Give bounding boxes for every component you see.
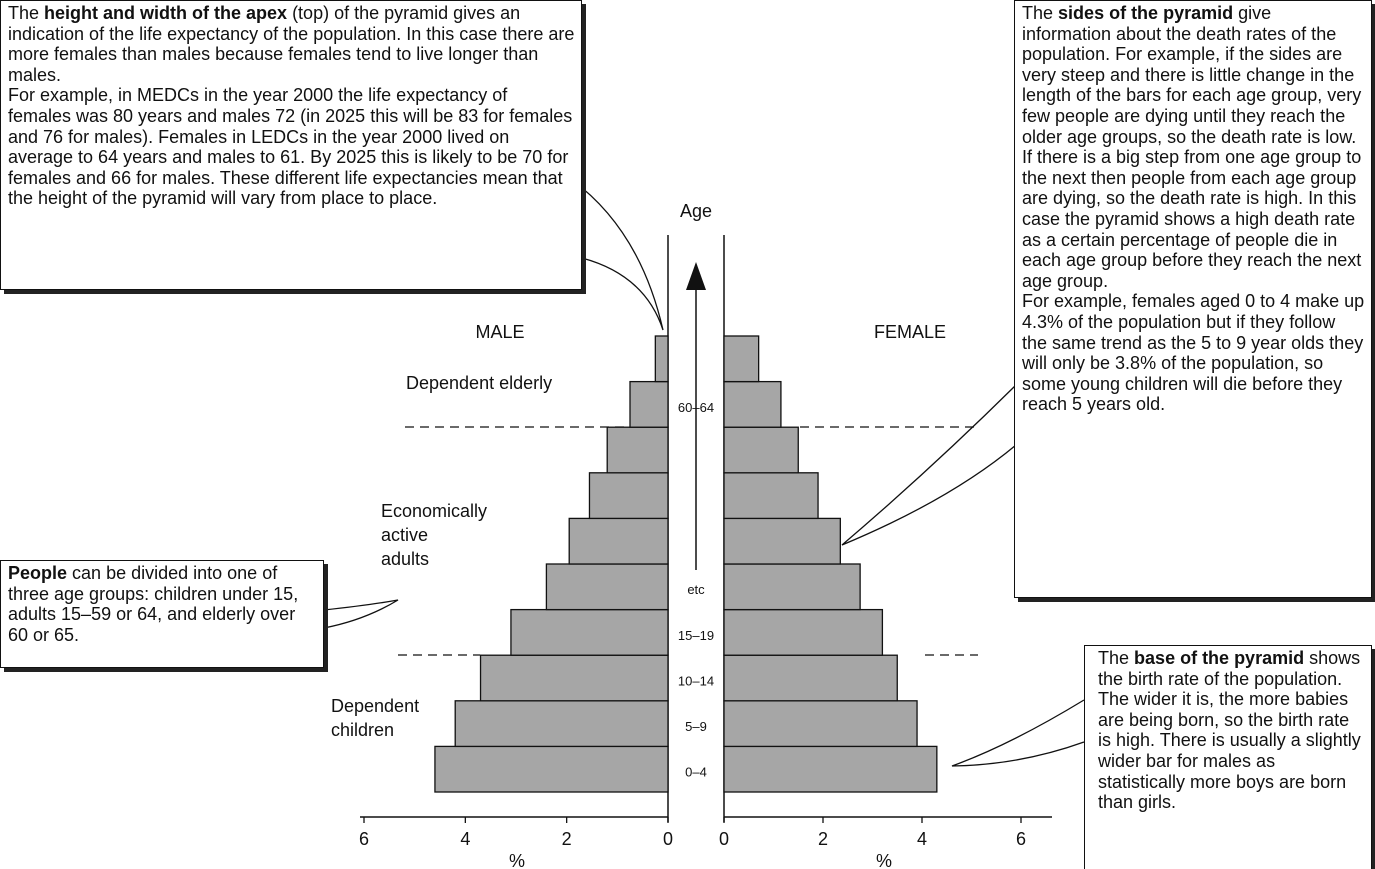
- group-label: Dependent elderly: [406, 373, 552, 393]
- bold-text: sides of the pyramid: [1058, 3, 1234, 23]
- female-bar: [723, 745, 938, 793]
- sides-pointer: [841, 384, 1017, 546]
- bold-text: People: [8, 563, 68, 583]
- x-tick-label: 2: [562, 829, 572, 849]
- x-tick-label: 0: [663, 829, 673, 849]
- x-axis-label: %: [509, 851, 525, 869]
- female-bar: [723, 608, 884, 656]
- group-label: adults: [381, 549, 429, 569]
- female-bar: [723, 517, 841, 565]
- male-bar: [510, 608, 669, 656]
- group-label: children: [331, 720, 394, 740]
- x-tick-label: 6: [1016, 829, 1026, 849]
- callout-pointers: [323, 179, 1085, 767]
- text: can be divided into one of three age gro…: [8, 563, 299, 645]
- base-pointer: [951, 699, 1085, 767]
- female-bar: [723, 472, 819, 520]
- text: The: [1098, 648, 1130, 668]
- text: For example, in MEDCs in the year 2000 t…: [8, 85, 573, 209]
- female-bar: [723, 700, 918, 748]
- x-tick-label: 0: [719, 829, 729, 849]
- text: The: [8, 3, 40, 23]
- base-callout: The base of the pyramid shows the birth …: [1084, 645, 1372, 869]
- text: The: [1022, 3, 1054, 23]
- age-label: 15–19: [678, 628, 714, 643]
- male-bar: [434, 745, 669, 793]
- sides-callout: The sides of the pyramid give informatio…: [1014, 0, 1372, 598]
- female-bar: [723, 654, 898, 702]
- age-arrowhead: [686, 262, 706, 290]
- age-label: 5–9: [685, 719, 707, 734]
- x-tick-label: 6: [359, 829, 369, 849]
- male-bar: [568, 517, 669, 565]
- text: For example, females aged 0 to 4 make up…: [1022, 291, 1365, 415]
- x-tick-label: 4: [917, 829, 927, 849]
- people-callout: People can be divided into one of three …: [0, 560, 324, 668]
- group-label: active: [381, 525, 428, 545]
- apex-callout: The height and width of the apex (top) o…: [0, 0, 582, 290]
- people-pointer: [323, 599, 399, 629]
- male-bar: [454, 700, 669, 748]
- y-axis-label: Age: [680, 201, 712, 221]
- female-bar: [723, 426, 799, 474]
- text: shows the birth rate of the population. …: [1098, 648, 1361, 813]
- male-bar: [545, 563, 669, 611]
- legend-male: MALE: [475, 322, 524, 342]
- age-label: 0–4: [685, 765, 707, 780]
- female-bar: [723, 335, 760, 383]
- x-tick-label: 2: [818, 829, 828, 849]
- apex-pointer: [571, 179, 664, 331]
- age-label: etc: [687, 582, 705, 597]
- age-label: 10–14: [678, 673, 714, 688]
- group-label: Dependent: [331, 696, 419, 716]
- text: give information about the death rates o…: [1022, 3, 1362, 291]
- female-bar: [723, 380, 782, 428]
- male-bar: [479, 654, 669, 702]
- x-axis-label: %: [876, 851, 892, 869]
- female-bar: [723, 563, 861, 611]
- age-label: 60–64: [678, 400, 714, 415]
- legend-female: FEMALE: [874, 322, 946, 342]
- group-label: Economically: [381, 501, 487, 521]
- x-tick-label: 4: [460, 829, 470, 849]
- bold-text: height and width of the apex: [44, 3, 288, 23]
- male-bar: [588, 472, 669, 520]
- male-bar: [654, 335, 669, 383]
- bold-text: base of the pyramid: [1134, 648, 1305, 668]
- group-dividers: [398, 426, 980, 656]
- text: (top) of the pyramid gives an indication…: [8, 3, 575, 85]
- male-bar: [606, 426, 669, 474]
- male-bar: [629, 380, 669, 428]
